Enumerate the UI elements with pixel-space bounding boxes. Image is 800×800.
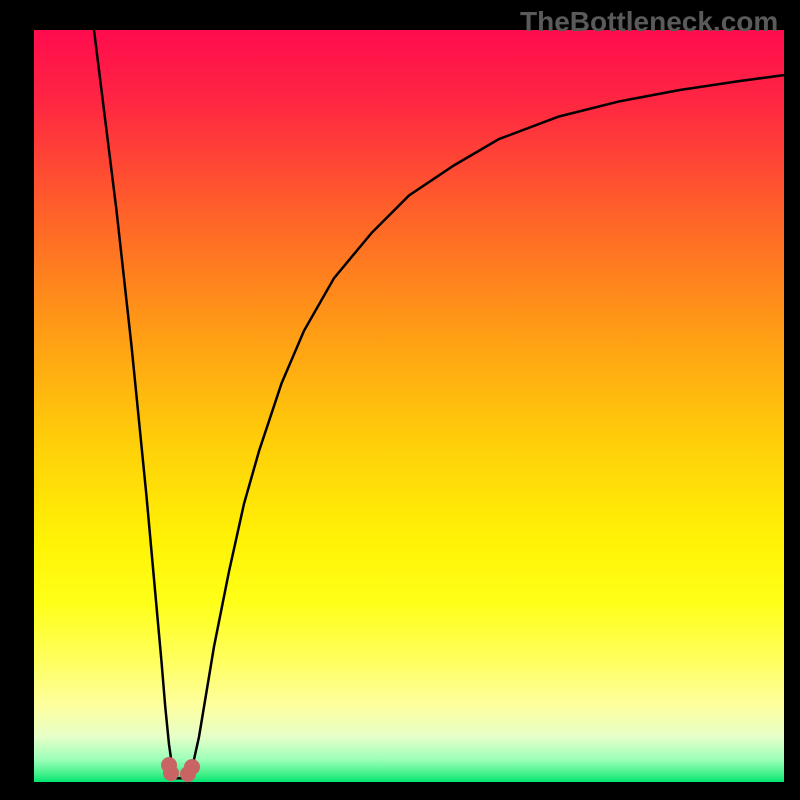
marker-layer — [34, 30, 784, 782]
chart-container: TheBottleneck.com — [0, 0, 800, 800]
valley-marker — [163, 765, 179, 781]
valley-marker — [184, 759, 200, 775]
plot-area — [34, 30, 784, 782]
watermark-text: TheBottleneck.com — [520, 6, 778, 38]
